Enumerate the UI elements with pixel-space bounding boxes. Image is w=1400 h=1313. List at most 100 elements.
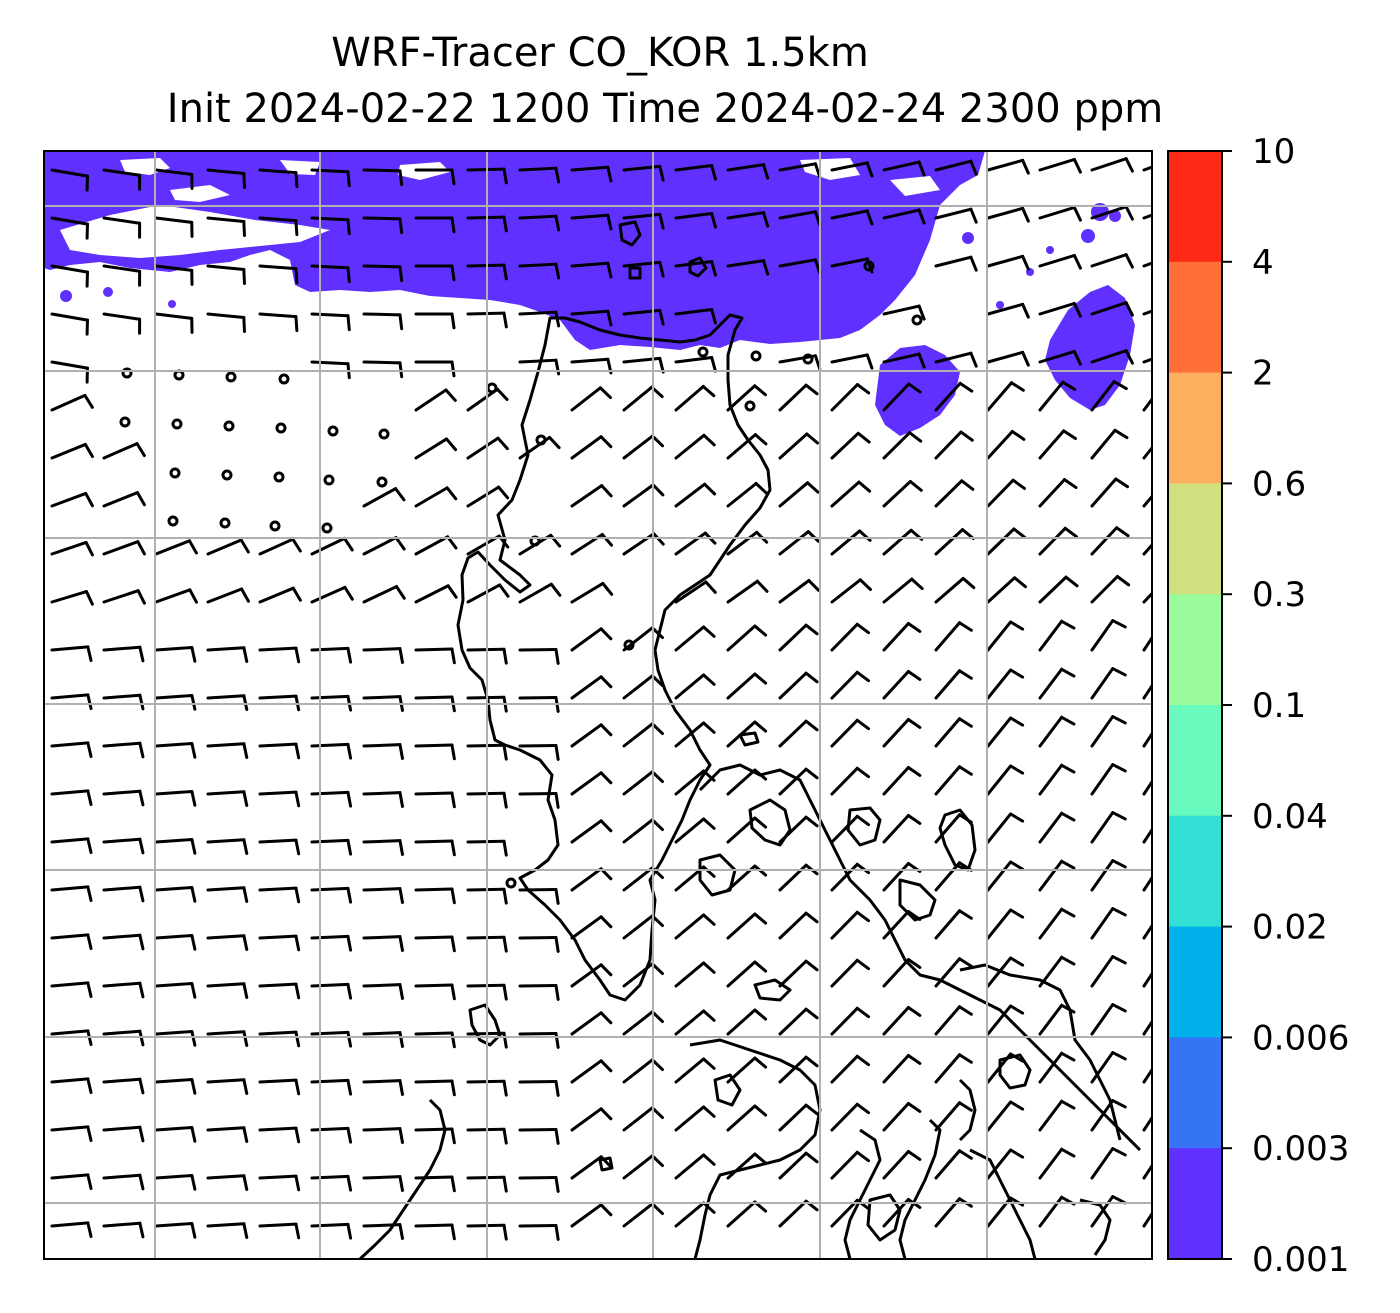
wind-barb bbox=[154, 1077, 197, 1095]
wind-barb bbox=[102, 1077, 145, 1095]
wind-barb bbox=[570, 915, 613, 940]
wind-barb bbox=[258, 838, 301, 856]
wind-barb bbox=[50, 540, 94, 557]
wind-barb bbox=[726, 163, 770, 180]
wind-barb bbox=[376, 476, 388, 488]
wind-barb bbox=[830, 383, 871, 412]
wind-barb bbox=[570, 484, 613, 508]
wind-barb bbox=[362, 983, 404, 1000]
wind-barb bbox=[830, 670, 871, 700]
wind-barb bbox=[362, 1223, 404, 1240]
wind-barb bbox=[50, 693, 93, 711]
wind-barb bbox=[414, 1079, 456, 1097]
wind-barb bbox=[744, 400, 756, 412]
wind-barb bbox=[778, 1103, 819, 1132]
wind-barb bbox=[50, 442, 94, 460]
wind-barb bbox=[778, 530, 820, 556]
plot-title-line1: WRF-Tracer CO_KOR 1.5km bbox=[331, 30, 869, 76]
wind-barb bbox=[310, 646, 353, 664]
wind-barb bbox=[570, 213, 613, 231]
wind-barb bbox=[1142, 165, 1152, 172]
wind-barb bbox=[674, 1057, 716, 1084]
wind-barb bbox=[414, 216, 456, 234]
wind-barb bbox=[934, 255, 978, 272]
wind-barb bbox=[154, 1125, 197, 1143]
wind-barb bbox=[310, 1078, 353, 1096]
wind-barb bbox=[1090, 157, 1134, 173]
wind-barb bbox=[934, 1101, 973, 1132]
wind-barb bbox=[518, 888, 560, 905]
wind-barb bbox=[570, 675, 613, 700]
wind-barb bbox=[830, 910, 871, 940]
wind-barb bbox=[986, 668, 1025, 700]
wind-barb bbox=[830, 209, 874, 226]
wind-barb bbox=[466, 1031, 508, 1049]
wind-barb bbox=[1142, 827, 1152, 844]
wind-barb bbox=[1142, 213, 1152, 220]
wind-barb bbox=[570, 1107, 613, 1132]
wind-barb bbox=[466, 839, 508, 857]
wind-barb bbox=[570, 1203, 613, 1228]
wind-barb bbox=[102, 837, 145, 855]
wind-barb bbox=[258, 1030, 301, 1048]
wind-barb bbox=[102, 1125, 145, 1143]
wind-barb bbox=[102, 491, 146, 508]
wind-barb bbox=[518, 1176, 560, 1193]
wind-barb bbox=[1038, 763, 1076, 796]
wind-barb bbox=[50, 393, 94, 412]
wind-barb bbox=[830, 1054, 871, 1084]
colorbar-segment bbox=[1168, 261, 1222, 374]
wind-barb bbox=[1142, 683, 1152, 700]
wind-barb bbox=[50, 1125, 93, 1143]
wind-barb bbox=[154, 933, 197, 951]
wind-barb bbox=[674, 1105, 716, 1132]
colorbar-tick-label: 0.006 bbox=[1252, 1018, 1349, 1058]
wind-barb bbox=[362, 360, 404, 379]
wind-barb bbox=[414, 647, 456, 665]
wind-barb bbox=[934, 576, 976, 604]
wind-barb bbox=[414, 1127, 456, 1145]
wind-barb bbox=[622, 1010, 664, 1036]
wind-barb bbox=[674, 673, 716, 700]
wind-barb bbox=[310, 886, 353, 904]
wind-barb bbox=[362, 839, 404, 856]
wind-barb bbox=[206, 1126, 249, 1143]
wind-barb bbox=[882, 304, 926, 321]
wind-barb bbox=[1142, 971, 1152, 988]
wind-barb bbox=[778, 671, 819, 700]
colorbar-tick-label: 0.003 bbox=[1252, 1129, 1349, 1169]
wind-barb bbox=[986, 381, 1025, 412]
wind-barb bbox=[986, 1052, 1025, 1084]
wind-barb bbox=[518, 984, 560, 1001]
wind-barb bbox=[830, 431, 871, 460]
wind-barb bbox=[518, 310, 561, 328]
wind-barb bbox=[310, 536, 354, 556]
wind-barb bbox=[466, 647, 508, 665]
wind-barb bbox=[414, 437, 458, 460]
wind-barb bbox=[362, 487, 406, 508]
wind-barb bbox=[830, 578, 872, 604]
wind-barb bbox=[882, 910, 922, 940]
wind-barb bbox=[154, 741, 197, 759]
wind-barb bbox=[518, 936, 560, 953]
wind-barb bbox=[102, 540, 146, 556]
wind-barb bbox=[121, 367, 133, 379]
wind-barb bbox=[1038, 478, 1078, 508]
wind-barb bbox=[1142, 309, 1152, 316]
wind-barb bbox=[986, 302, 1030, 319]
wind-barb bbox=[778, 815, 819, 844]
wind-barb bbox=[1090, 619, 1127, 652]
wind-barb bbox=[206, 538, 250, 556]
wind-barb bbox=[414, 168, 456, 186]
wind-barb bbox=[934, 1005, 973, 1036]
wind-barb bbox=[726, 1104, 768, 1132]
wind-barb bbox=[726, 720, 768, 748]
wind-barb bbox=[986, 620, 1025, 652]
wind-barb bbox=[1090, 1051, 1127, 1084]
wind-barb bbox=[154, 1173, 197, 1191]
wind-barb bbox=[466, 583, 510, 604]
wind-barb bbox=[830, 958, 871, 988]
wind-barb bbox=[466, 311, 508, 329]
wind-barb bbox=[1090, 811, 1127, 844]
wind-barb bbox=[1090, 205, 1134, 221]
